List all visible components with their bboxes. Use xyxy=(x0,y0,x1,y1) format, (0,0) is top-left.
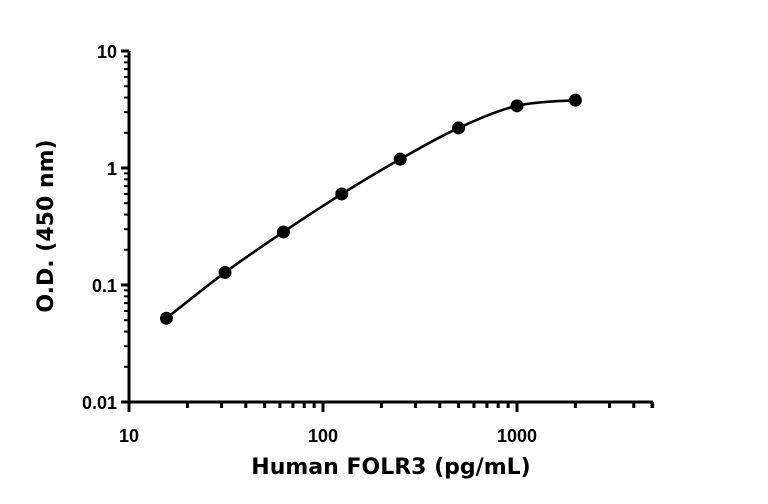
y-tick-label: 1 xyxy=(107,159,117,179)
axis-labels: Human FOLR3 (pg/mL) O.D. (450 nm) xyxy=(34,139,531,480)
y-tick-label: 0.01 xyxy=(82,393,117,413)
x-tick-label: 100 xyxy=(308,426,338,446)
x-tick-label: 10 xyxy=(119,426,139,446)
data-point xyxy=(452,121,466,135)
data-points xyxy=(159,93,582,325)
data-point xyxy=(276,225,290,239)
x-axis-title: Human FOLR3 (pg/mL) xyxy=(251,455,530,480)
data-point xyxy=(218,265,232,279)
data-point xyxy=(335,187,349,201)
data-point xyxy=(510,99,524,113)
data-point xyxy=(159,311,173,325)
data-point xyxy=(393,152,407,166)
x-tick-label: 1000 xyxy=(497,426,537,446)
axes: 0.01 0.1 1 10 10 100 1000 xyxy=(82,42,655,446)
fit-curve xyxy=(165,98,576,320)
data-point xyxy=(568,93,582,107)
y-axis-title: O.D. (450 nm) xyxy=(34,139,59,312)
y-tick-label: 0.1 xyxy=(92,276,117,296)
y-tick-label: 10 xyxy=(97,42,117,62)
